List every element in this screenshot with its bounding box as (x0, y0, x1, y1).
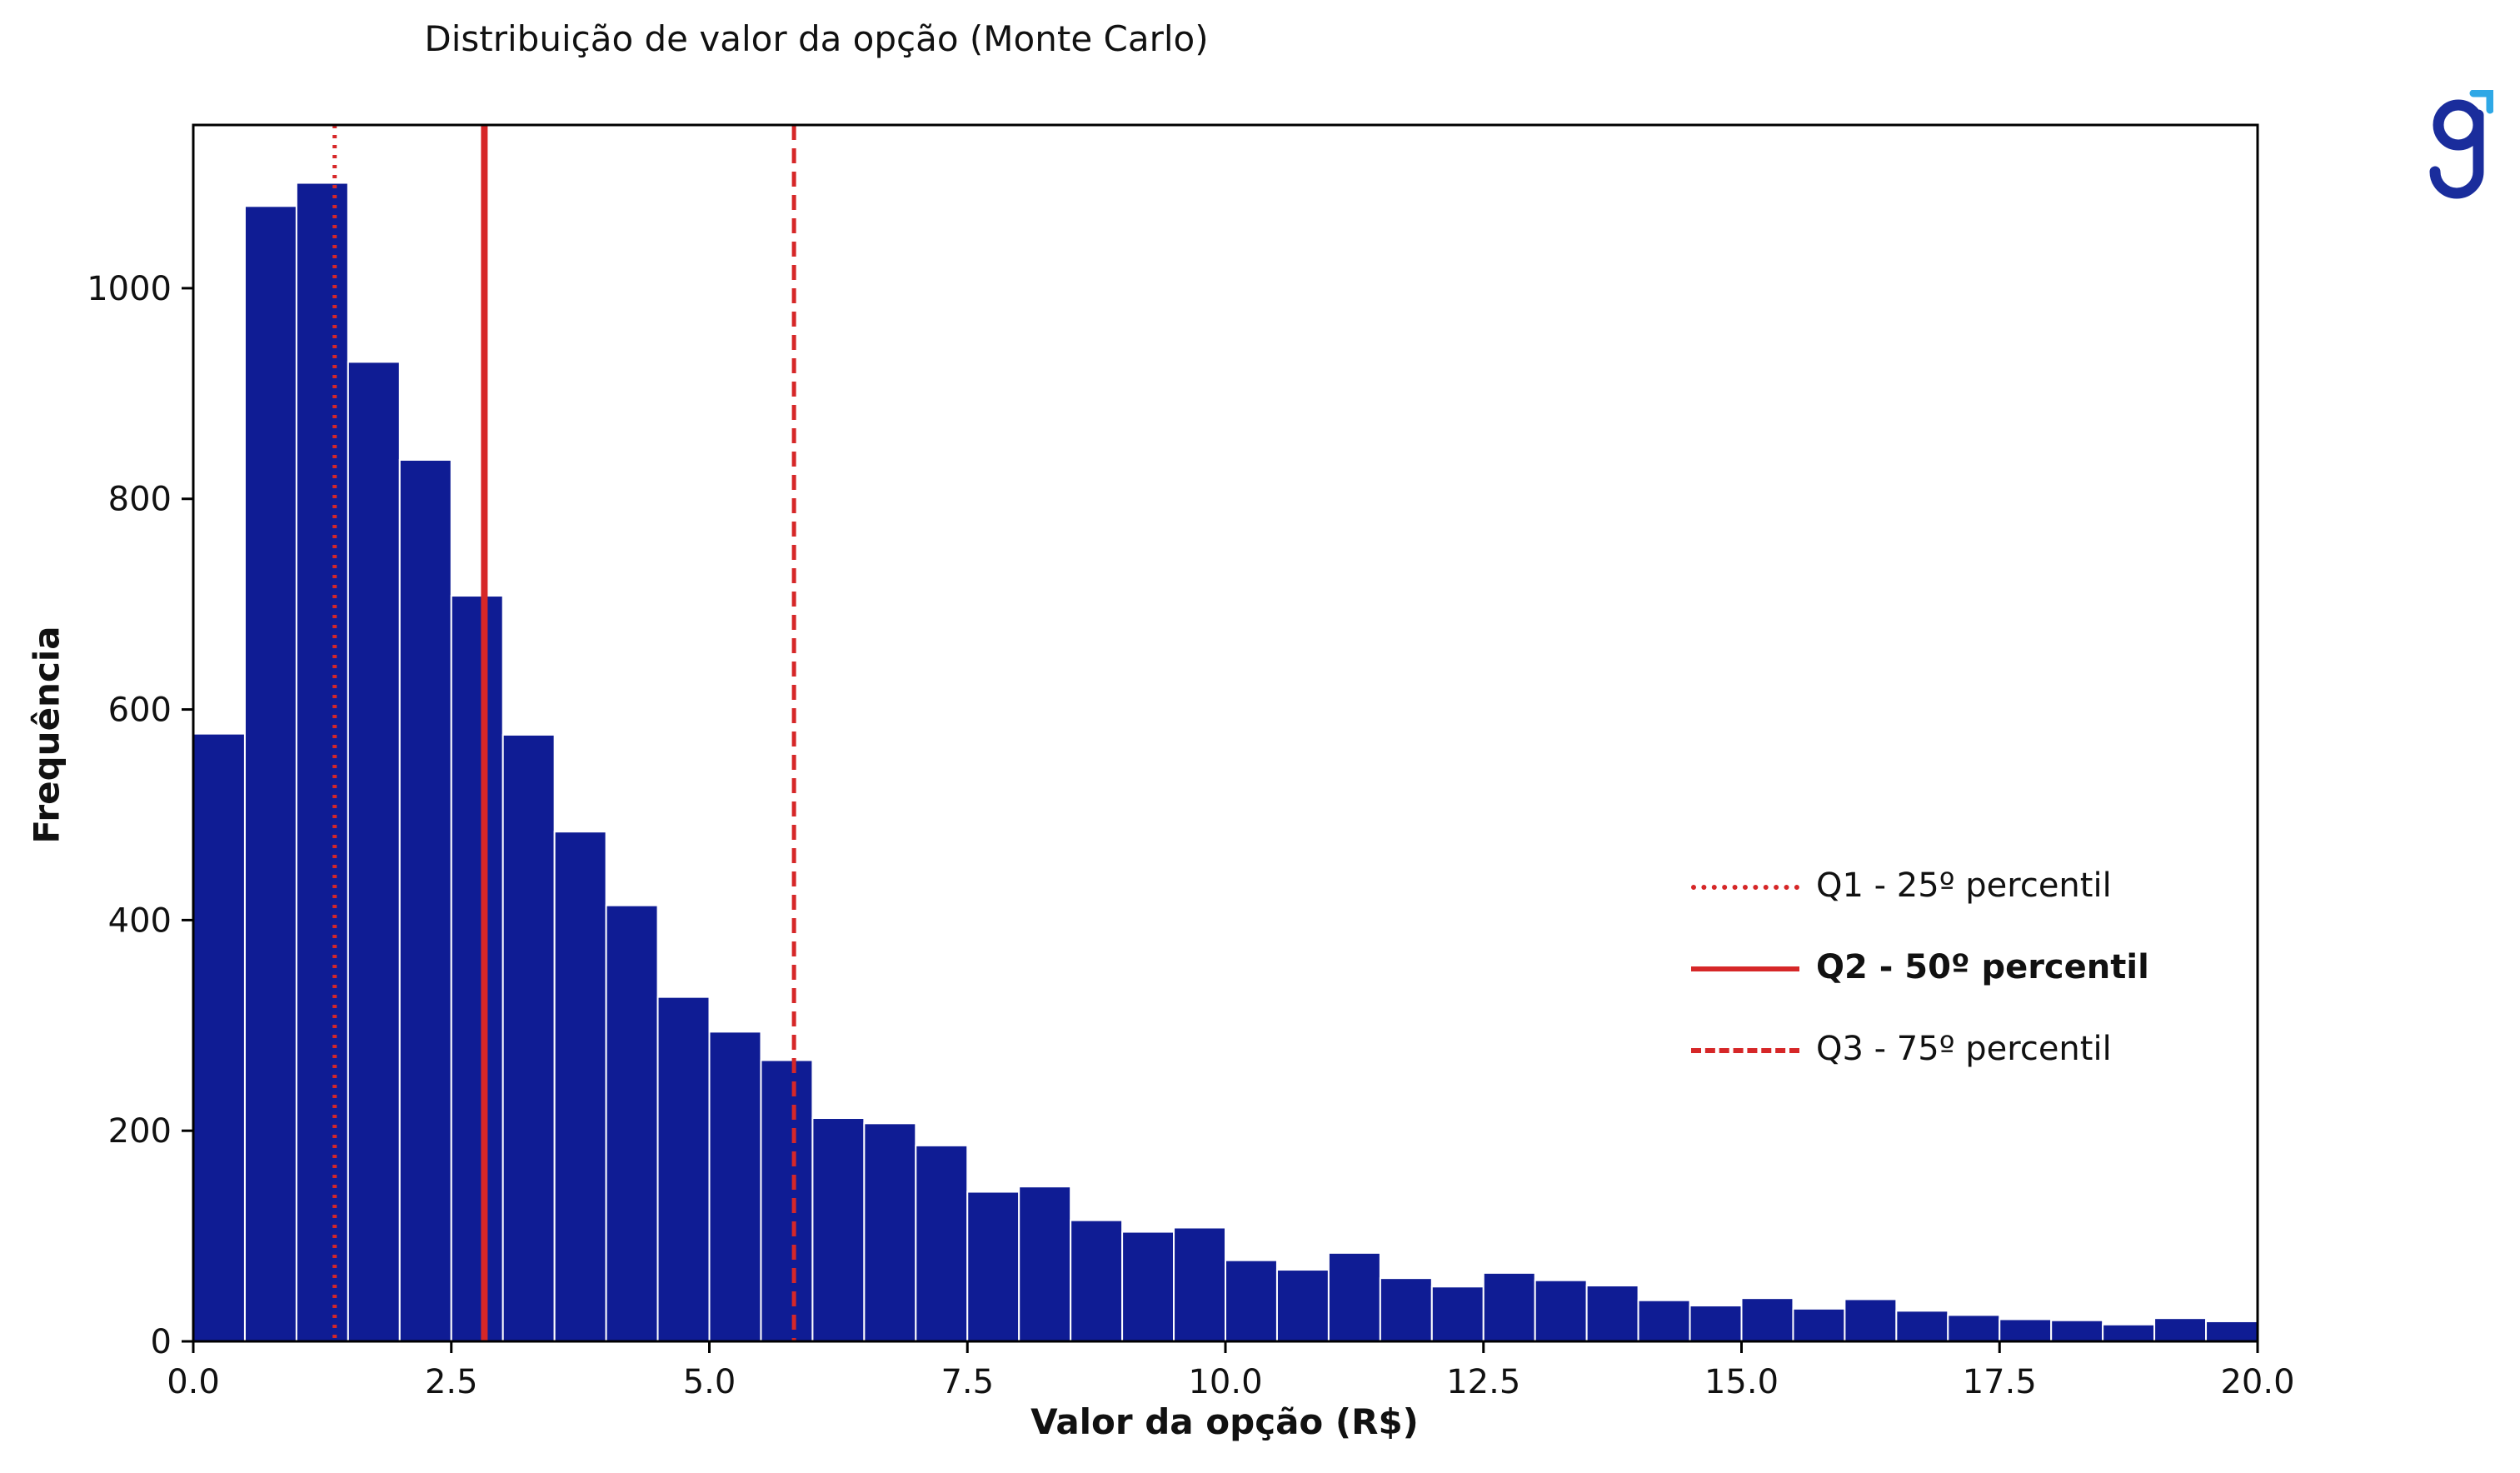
percentile-lines-group (332, 125, 796, 1341)
histogram-bar (2050, 1319, 2104, 1341)
legend-label-q3: Q3 - 75º percentil (1816, 1030, 2112, 1068)
histogram-bar (1173, 1226, 1227, 1341)
histogram-bar (2205, 1320, 2258, 1341)
y-tick-label: 0 (151, 1323, 172, 1361)
x-tick-label: 2.5 (425, 1363, 478, 1401)
chart-title: Distribuição de valor da opção (Monte Ca… (424, 18, 1209, 59)
x-tick-label: 15.0 (1704, 1363, 1779, 1401)
legend-swatch-q3 (1691, 1048, 1799, 1053)
histogram-bar (1844, 1298, 1898, 1341)
histogram-bar (1689, 1305, 1743, 1341)
histogram-bar (1275, 1269, 1330, 1341)
x-tick-label: 5.0 (683, 1363, 736, 1401)
histogram-bar (1430, 1286, 1485, 1341)
histogram-bar (1482, 1271, 1536, 1341)
histogram-bar (1947, 1314, 2001, 1341)
histogram-bar (1327, 1251, 1381, 1341)
histogram-bar (1895, 1310, 1949, 1341)
histogram-bar (347, 361, 401, 1341)
y-tick-label: 600 (108, 692, 172, 730)
y-axis-label: Frequência (26, 626, 67, 844)
histogram-bar (193, 732, 246, 1341)
g-logo-icon (2429, 90, 2493, 199)
y-tick-label: 200 (108, 1112, 172, 1151)
x-tick-label: 20.0 (2220, 1363, 2294, 1401)
y-tick-label: 1000 (87, 270, 172, 308)
x-tick-label: 12.5 (1446, 1363, 1520, 1401)
histogram-bar (398, 458, 452, 1341)
histogram-bar (656, 996, 711, 1341)
histogram-bar (760, 1059, 814, 1341)
x-axis-label: Valor da opção (R$) (1030, 1401, 1419, 1442)
histogram-bar (708, 1031, 762, 1341)
histogram-bar (1121, 1231, 1175, 1341)
x-tick-label: 0.0 (167, 1363, 220, 1401)
x-tick-label: 17.5 (1963, 1363, 2037, 1401)
x-tick-label: 7.5 (941, 1363, 994, 1401)
y-ticks-group: 0 200 400 600 800 1000 (87, 270, 193, 1361)
x-ticks-group: 0.0 2.5 5.0 7.5 10.0 12.5 15.0 17.5 20.0 (167, 1341, 2295, 1401)
histogram-bar (553, 831, 607, 1341)
histogram-bar (1379, 1277, 1433, 1341)
histogram-bar (243, 205, 297, 1341)
histogram-bar (1018, 1186, 1072, 1341)
histogram-bar (966, 1191, 1020, 1341)
histogram-bar (915, 1144, 969, 1341)
histogram-bar (1740, 1297, 1794, 1341)
bars-group (193, 182, 2258, 1341)
legend-label-q2: Q2 - 50º percentil (1816, 948, 2149, 986)
histogram-bar (1792, 1307, 1846, 1341)
histogram-bar (605, 904, 659, 1341)
x-tick-label: 10.0 (1188, 1363, 1262, 1401)
histogram-bar (1534, 1279, 1588, 1341)
histogram-bar (1225, 1259, 1278, 1341)
histogram-bar (502, 733, 556, 1341)
legend-swatch-q1 (1691, 885, 1799, 890)
histogram-bar (2102, 1323, 2156, 1341)
histogram-bar (863, 1122, 917, 1341)
histogram-bar (1585, 1285, 1639, 1341)
y-tick-label: 800 (108, 481, 172, 519)
histogram-bar (1637, 1299, 1691, 1341)
y-tick-label: 400 (108, 901, 172, 940)
histogram-bar (1070, 1219, 1124, 1341)
histogram-bar (2153, 1317, 2208, 1341)
histogram-bar (295, 182, 349, 1341)
legend-label-q1: Q1 - 25º percentil (1816, 866, 2112, 905)
histogram-bar (1999, 1318, 2053, 1341)
histogram-bar (811, 1117, 866, 1341)
histogram-bar (450, 595, 504, 1341)
legend-swatch-q2 (1691, 966, 1799, 971)
